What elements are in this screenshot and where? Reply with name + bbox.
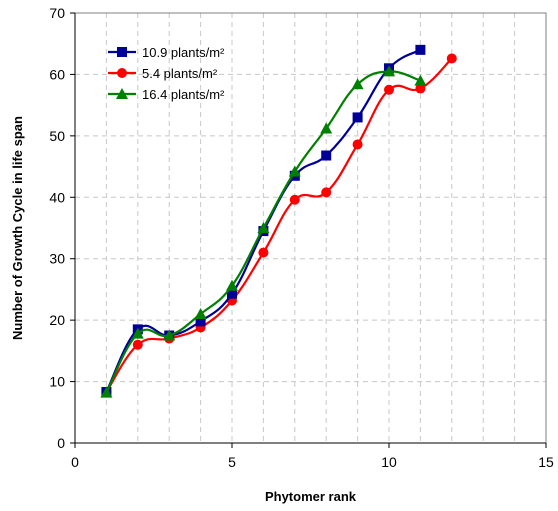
y-tick-label: 0: [57, 435, 65, 451]
data-point: [100, 386, 113, 398]
data-point: [226, 279, 238, 291]
data-point: [257, 222, 270, 233]
legend-label: 5.4 plants/m²: [142, 66, 218, 81]
y-tick-label: 10: [49, 374, 65, 390]
y-tick-label: 20: [49, 312, 65, 328]
data-point: [351, 78, 364, 90]
x-tick-label: 10: [381, 454, 397, 470]
series-2: [100, 65, 427, 398]
data-point: [415, 44, 426, 55]
x-tick-label: 5: [228, 454, 236, 470]
series-layer: [100, 44, 457, 398]
data-point: [288, 165, 301, 177]
x-axis-title: Phytomer rank: [265, 489, 357, 504]
data-point: [446, 53, 457, 64]
data-point: [415, 83, 426, 94]
data-point: [163, 329, 176, 341]
data-point: [352, 112, 363, 123]
y-tick-label: 70: [49, 5, 65, 21]
data-point: [320, 122, 333, 134]
legend-label: 10.9 plants/m²: [142, 45, 225, 60]
y-tick-label: 50: [49, 128, 65, 144]
data-point: [289, 194, 300, 205]
legend-marker: [117, 47, 127, 57]
data-point: [227, 288, 237, 299]
legend-marker: [117, 68, 127, 78]
data-point: [383, 65, 395, 77]
data-point: [258, 247, 269, 258]
y-tick-label: 60: [49, 66, 65, 82]
data-point: [352, 139, 363, 150]
data-point: [414, 74, 427, 86]
legend: 10.9 plants/m² 5.4 plants/m² 16.4 plants/m…: [108, 45, 225, 102]
y-tick-label: 30: [49, 251, 65, 267]
y-axis-title: Number of Growth Cycle in life span: [10, 116, 25, 340]
data-point: [321, 187, 332, 198]
x-tick-label: 15: [538, 454, 554, 470]
grid-lines: [75, 13, 546, 443]
data-point: [384, 84, 394, 95]
data-point: [131, 327, 144, 339]
data-point: [195, 316, 206, 327]
data-point: [321, 150, 332, 161]
series-line: [105, 57, 453, 393]
data-point: [194, 308, 207, 319]
x-tick-label: 0: [71, 454, 79, 470]
y-tick-label: 40: [49, 189, 65, 205]
axes: 0 5 10 15 0 10 20 30 40 50 60 70: [49, 5, 554, 470]
series-1: [101, 53, 457, 398]
legend-label: 16.4 plants/m²: [142, 87, 225, 102]
data-point: [132, 339, 143, 350]
legend-marker: [116, 88, 128, 99]
